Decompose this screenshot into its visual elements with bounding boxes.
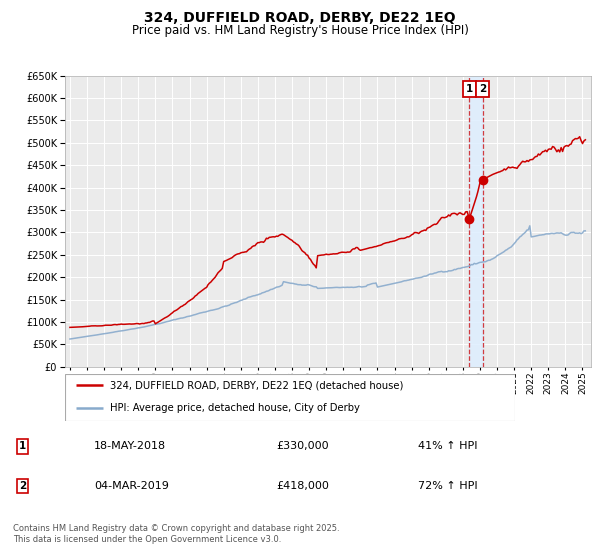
Text: 324, DUFFIELD ROAD, DERBY, DE22 1EQ: 324, DUFFIELD ROAD, DERBY, DE22 1EQ [144, 11, 456, 25]
Text: 18-MAY-2018: 18-MAY-2018 [94, 441, 166, 451]
Text: HPI: Average price, detached house, City of Derby: HPI: Average price, detached house, City… [110, 403, 359, 413]
Text: 41% ↑ HPI: 41% ↑ HPI [418, 441, 477, 451]
Text: £330,000: £330,000 [277, 441, 329, 451]
Text: 2: 2 [479, 84, 487, 94]
Text: Price paid vs. HM Land Registry's House Price Index (HPI): Price paid vs. HM Land Registry's House … [131, 24, 469, 37]
FancyBboxPatch shape [65, 374, 515, 421]
Text: 72% ↑ HPI: 72% ↑ HPI [418, 481, 477, 491]
Text: 2: 2 [19, 481, 26, 491]
Text: £418,000: £418,000 [277, 481, 329, 491]
Text: 1: 1 [466, 84, 473, 94]
Text: 1: 1 [19, 441, 26, 451]
Text: Contains HM Land Registry data © Crown copyright and database right 2025.
This d: Contains HM Land Registry data © Crown c… [13, 525, 340, 544]
Text: 324, DUFFIELD ROAD, DERBY, DE22 1EQ (detached house): 324, DUFFIELD ROAD, DERBY, DE22 1EQ (det… [110, 380, 403, 390]
Text: 04-MAR-2019: 04-MAR-2019 [94, 481, 169, 491]
Bar [469, 76, 483, 367]
